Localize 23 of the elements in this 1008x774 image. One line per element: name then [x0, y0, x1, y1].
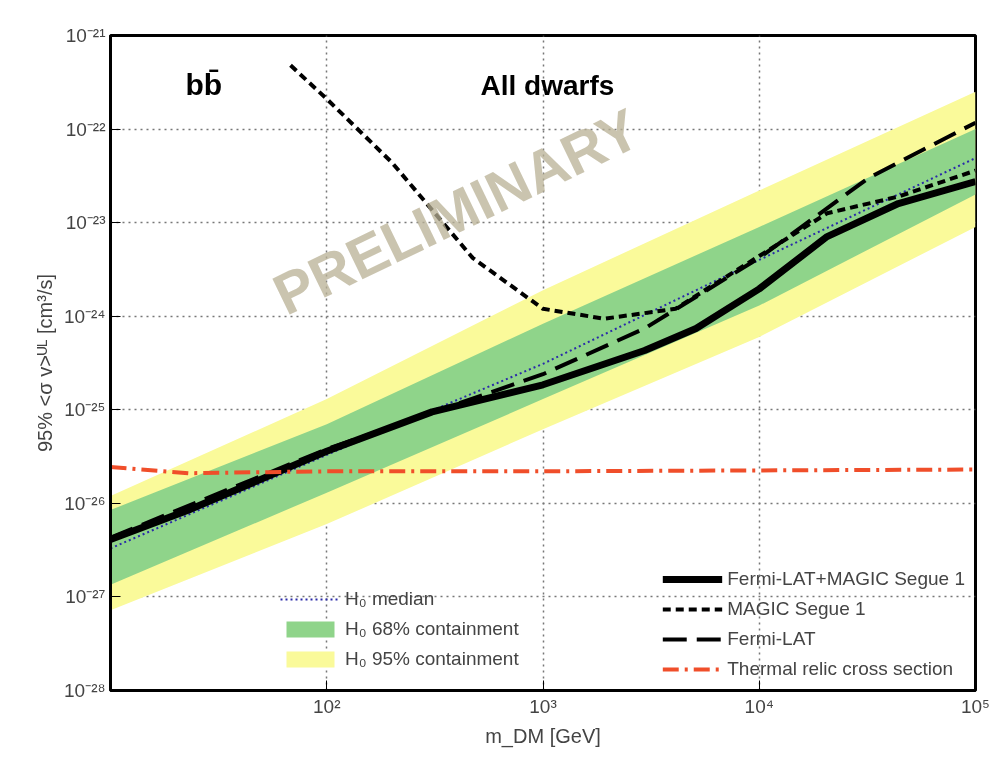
- x-axis-title: m_DM [GeV]: [485, 724, 601, 748]
- legend-label: MAGIC Segue 1: [727, 598, 866, 620]
- annotation: bb̄: [185, 67, 223, 101]
- annotation: All dwarfs: [480, 69, 615, 101]
- y-axis-title: 95% <σ v>ᵁᴸ [cm³/s]: [33, 273, 56, 452]
- y-tick-label: 10⁻²³: [65, 212, 106, 234]
- y-tick-label: 10⁻²⁴: [63, 305, 106, 327]
- x-tick-label: 10³: [529, 695, 557, 717]
- x-tick-label: 10²: [313, 695, 341, 717]
- y-tick-label: 10⁻²⁸: [64, 680, 106, 701]
- legend-label: H₀ 68% containment: [345, 618, 519, 640]
- y-tick-label: 10⁻²⁶: [64, 492, 106, 514]
- x-tick-label: 10⁴: [744, 695, 774, 717]
- y-tick-label: 10⁻²¹: [65, 25, 106, 46]
- y-tick-label: 10⁻²²: [65, 118, 106, 140]
- legend-label: Fermi-LAT: [727, 628, 816, 650]
- y-tick-label: 10⁻²⁷: [65, 586, 106, 608]
- legend-label: Thermal relic cross section: [727, 658, 954, 680]
- legend-label: Fermi-LAT+MAGIC Segue 1: [727, 568, 965, 590]
- legend-label: H₀ median: [345, 588, 435, 610]
- y-tick-label: 10⁻²⁵: [64, 399, 106, 421]
- x-tick-label: 10⁵: [960, 695, 991, 717]
- legend-label: H₀ 95% containment: [345, 648, 519, 670]
